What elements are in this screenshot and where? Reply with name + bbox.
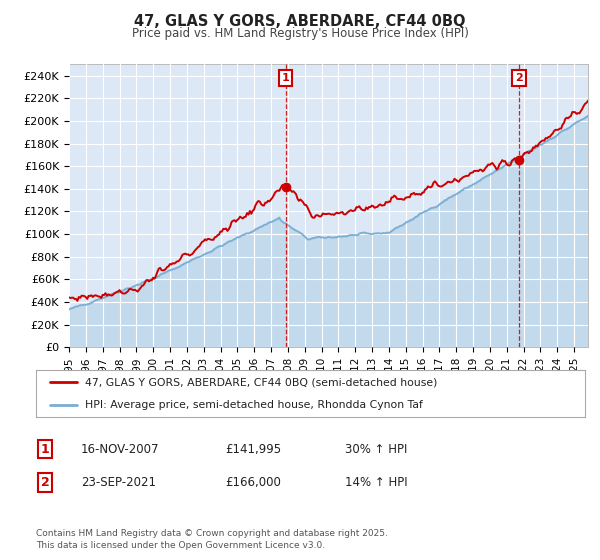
Text: 47, GLAS Y GORS, ABERDARE, CF44 0BQ (semi-detached house): 47, GLAS Y GORS, ABERDARE, CF44 0BQ (sem…: [85, 377, 438, 388]
Text: Contains HM Land Registry data © Crown copyright and database right 2025.
This d: Contains HM Land Registry data © Crown c…: [36, 529, 388, 550]
Text: £141,995: £141,995: [225, 442, 281, 456]
Text: HPI: Average price, semi-detached house, Rhondda Cynon Taf: HPI: Average price, semi-detached house,…: [85, 400, 423, 410]
Text: Price paid vs. HM Land Registry's House Price Index (HPI): Price paid vs. HM Land Registry's House …: [131, 27, 469, 40]
Text: 14% ↑ HPI: 14% ↑ HPI: [345, 476, 407, 489]
Text: 1: 1: [41, 442, 49, 456]
Text: 1: 1: [282, 73, 290, 83]
Text: 23-SEP-2021: 23-SEP-2021: [81, 476, 156, 489]
Text: 30% ↑ HPI: 30% ↑ HPI: [345, 442, 407, 456]
Text: 2: 2: [515, 73, 523, 83]
Text: 2: 2: [41, 476, 49, 489]
Text: 47, GLAS Y GORS, ABERDARE, CF44 0BQ: 47, GLAS Y GORS, ABERDARE, CF44 0BQ: [134, 14, 466, 29]
Text: 16-NOV-2007: 16-NOV-2007: [81, 442, 160, 456]
Text: £166,000: £166,000: [225, 476, 281, 489]
